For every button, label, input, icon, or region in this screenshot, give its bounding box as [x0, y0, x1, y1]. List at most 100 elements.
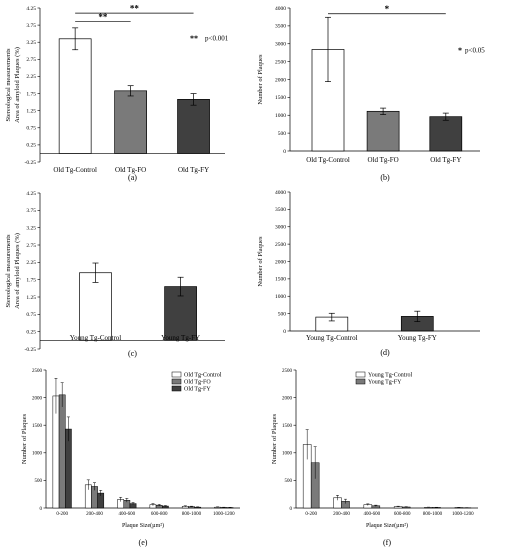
category-label: Old Tg-Control — [53, 166, 97, 174]
y-tick-label: 2.75 — [26, 57, 36, 63]
y-tick-label: 2000 — [275, 259, 286, 265]
y-tick-label: 2000 — [275, 77, 286, 83]
panel-label: (f) — [383, 538, 391, 547]
y-tick-label: 1000 — [32, 452, 43, 457]
bar-old-tg-fo — [58, 394, 66, 509]
chart-panel-c: -0.25 0.25 0.75 1.25 1.75 2.25 2.75 3.25 3.75 4.2… — [5, 191, 225, 358]
significance-stars: ** — [130, 4, 140, 14]
significance-stars: ** — [98, 12, 108, 22]
legend-label: Old Tg-Control — [184, 373, 222, 379]
y-tick-label: 0 — [40, 507, 43, 512]
chart-panel-d: 0 500 1000 1500 2000 2500 3000 3500 4000 Number o… — [257, 190, 480, 357]
y-axis-title: Number of Plaques — [21, 413, 28, 464]
y-tick-label: 0.25 — [26, 329, 36, 335]
y-tick-label: 3.75 — [26, 23, 36, 29]
category-label: 200-400 — [333, 512, 350, 517]
y-tick-label: 0 — [290, 507, 293, 512]
chart-panel-f: 0 500 1000 1500 2000 2500 Number of Plaques (f)… — [271, 369, 478, 547]
y-tick-label: 2.25 — [26, 260, 36, 266]
category-label: 400-600 — [363, 512, 380, 517]
x-axis-title: Plaque Size(µm²) — [366, 522, 408, 529]
y-tick-label: 1500 — [282, 424, 293, 429]
y-tick-label: 1.25 — [26, 108, 36, 114]
y-tick-label: 1.75 — [26, 277, 36, 283]
category-label: 400-600 — [118, 512, 135, 517]
category-label: Young Tg-Control — [306, 334, 358, 342]
category-label: 800-1000 — [182, 512, 202, 517]
category-label: 0-200 — [305, 512, 317, 517]
y-tick-label: 4.25 — [26, 6, 36, 12]
y-tick-label: 500 — [278, 131, 287, 137]
y-tick-label: 1.75 — [26, 91, 36, 97]
chart-panel-a: -0.25 0.25 0.75 1.25 1.75 2.25 2.75 3.25 3.75 4.2… — [5, 4, 229, 182]
category-label: 1000-1200 — [452, 512, 474, 517]
y-tick-label: 2.75 — [26, 243, 36, 249]
category-label: Young Tg-FY — [398, 334, 437, 342]
y-tick-label: 2500 — [282, 369, 293, 374]
y-tick-label: 0 — [283, 329, 286, 335]
y-tick-label: 4000 — [275, 6, 286, 12]
y-tick-label: 500 — [278, 311, 287, 317]
y-axis-title: Number of Plaques — [257, 236, 264, 287]
annotation-pvalue: p<0.05 — [465, 47, 485, 55]
y-tick-label: -0.25 — [25, 160, 37, 166]
legend-swatch — [171, 371, 182, 378]
chart-panel-b: 0 500 1000 1500 2000 2500 3000 3500 4000 Number o… — [257, 4, 485, 182]
y-tick-label: 3500 — [275, 207, 286, 213]
category-label: Old Tg-FO — [368, 156, 399, 164]
category-label: 800-1000 — [423, 512, 443, 517]
category-label: Old Tg-FO — [115, 166, 146, 174]
category-label: Old Tg-Control — [306, 156, 350, 164]
bar-old-tg-fy — [177, 99, 210, 154]
bar-old-tg-fo — [114, 90, 148, 154]
y-tick-label: 1.25 — [26, 295, 36, 301]
category-label: Young Tg-Control — [70, 334, 122, 342]
y-axis-title: Number of Plaques — [271, 413, 278, 464]
y-axis-title: Number of Plaques — [257, 54, 264, 105]
y-tick-label: 500 — [285, 479, 293, 484]
y-tick-label: 500 — [35, 479, 43, 484]
bar-old-tg-fo — [366, 110, 400, 152]
y-tick-label: 3.75 — [26, 208, 36, 214]
y-axis-title: Stereological measurements — [5, 48, 12, 122]
bar-young-tg-control — [79, 272, 112, 341]
category-label: Young Tg-FY — [161, 334, 200, 342]
y-tick-label: 1000 — [275, 113, 286, 119]
y-tick-label: 1500 — [32, 424, 43, 429]
y-tick-label: 0.75 — [26, 126, 36, 132]
y-tick-label: 3.25 — [26, 40, 36, 46]
y-tick-label: 2500 — [275, 242, 286, 248]
chart-panel-e: 0 500 1000 1500 2000 2500 Number of Plaques (e)… — [21, 369, 240, 547]
y-tick-label: 4.25 — [26, 191, 36, 197]
y-tick-label: 2500 — [275, 59, 286, 65]
x-axis-title: Plaque Size(µm²) — [122, 522, 164, 529]
panel-label: (a) — [128, 173, 137, 182]
annotation-stars: * — [458, 46, 462, 55]
legend-label: Young Tg-Control — [368, 373, 412, 379]
y-axis-title: Stereological measurements — [5, 234, 12, 308]
legend-label: Young Tg-FY — [368, 380, 402, 386]
category-label: Old Tg-FY — [430, 156, 461, 164]
legend-swatch — [355, 371, 366, 378]
y-tick-label: 3500 — [275, 24, 286, 30]
category-label: 600-800 — [151, 512, 168, 517]
annotation-pvalue: p<0.001 — [205, 35, 229, 43]
panel-label: (e) — [139, 538, 148, 547]
y-tick-label: 1500 — [275, 277, 286, 283]
y-tick-label: 0.25 — [26, 143, 36, 149]
significance-stars: * — [385, 4, 390, 14]
y-tick-label: 3000 — [275, 225, 286, 231]
category-label: Old Tg-FY — [178, 166, 209, 174]
category-label: 600-800 — [394, 512, 411, 517]
y-tick-label: 0 — [283, 149, 286, 155]
y-tick-label: 2.25 — [26, 74, 36, 80]
category-label: 200-400 — [86, 512, 103, 517]
legend-swatch — [171, 378, 182, 385]
y-tick-label: 0.75 — [26, 312, 36, 318]
panel-label: (d) — [380, 348, 390, 357]
y-tick-label: -0.25 — [25, 347, 37, 353]
category-label: 0-200 — [56, 512, 68, 517]
y-tick-label: 4000 — [275, 190, 286, 196]
y-axis-title: Area of amyloid Plaques (%) — [14, 233, 21, 309]
